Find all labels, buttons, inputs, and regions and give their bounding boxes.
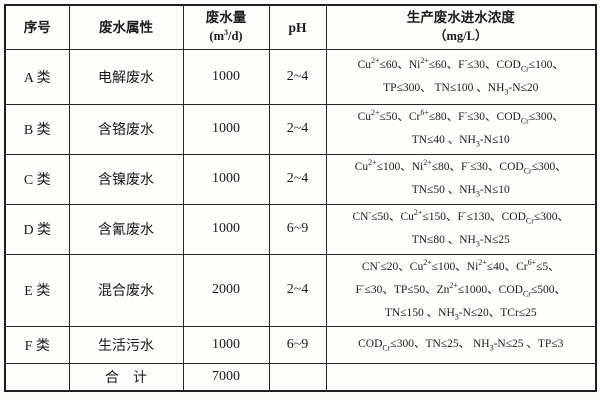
cell-concentration: CN-≤50、Cu2+≤150、F-≤130、CODCr≤300、 TN≤80 …: [325, 203, 597, 255]
header-property: 废水属性: [68, 4, 184, 50]
cell-serial: F 类: [4, 325, 70, 364]
wastewater-summary-table: 序号 废水属性 废水量 (m3/d) pH 生产废水进水浓度 （mg/L） A …: [4, 4, 597, 392]
cell-serial: C 类: [4, 153, 70, 205]
cell-volume: 1000: [182, 325, 270, 364]
table-row-d: D 类 含氰废水 1000 6~9 CN-≤50、Cu2+≤150、F-≤130…: [4, 203, 597, 255]
cell-ph: 2~4: [268, 48, 327, 105]
concentration-line: CODCr≤300、TN≤25、 NH3-N≤25 、TP≤3: [358, 338, 564, 353]
header-volume-unit: (m3/d): [209, 28, 243, 44]
concentration-line: Cu2+≤100、Ni2+≤80、F-≤30、CODCr≤300、: [354, 158, 567, 176]
table-row-f: F 类 生活污水 1000 6~9 CODCr≤300、TN≤25、 NH3-N…: [4, 325, 597, 364]
cell-serial: [4, 362, 70, 392]
cell-ph: 2~4: [268, 153, 327, 205]
cell-total-label: 合 计: [68, 362, 184, 392]
concentration-line: F-≤30、TP≤50、Zn2+≤1000、CODCr≤500、: [355, 280, 567, 298]
concentration-line: Cu2+≤60、Ni2+≤60、F-≤30、CODCr≤100、: [357, 55, 564, 73]
cell-property: 混合废水: [68, 253, 184, 327]
concentration-line: CN-≤50、Cu2+≤150、F-≤130、CODCr≤300、: [352, 208, 569, 226]
cell-volume: 1000: [182, 103, 270, 155]
cell-total-volume: 7000: [182, 362, 270, 392]
cell-ph: 2~4: [268, 253, 327, 327]
table-row-e: E 类 混合废水 2000 2~4 CN-≤20、Cu2+≤100、Ni2+≤4…: [4, 253, 597, 327]
cell-ph: 6~9: [268, 325, 327, 364]
header-concentration: 生产废水进水浓度 （mg/L）: [325, 4, 597, 50]
cell-volume: 1000: [182, 153, 270, 205]
cell-ph: 2~4: [268, 103, 327, 155]
cell-concentration: CN-≤20、Cu2+≤100、Ni2+≤40、Cr6+≤5、 F-≤30、TP…: [325, 253, 597, 327]
header-volume-title: 废水量: [205, 10, 247, 26]
table-row-c: C 类 含镍废水 1000 2~4 Cu2+≤100、Ni2+≤80、F-≤30…: [4, 153, 597, 205]
cell-volume: 2000: [182, 253, 270, 327]
cell-concentration: Cu2+≤60、Ni2+≤60、F-≤30、CODCr≤100、 TP≤300、…: [325, 48, 597, 105]
cell-concentration: CODCr≤300、TN≤25、 NH3-N≤25 、TP≤3: [325, 325, 597, 364]
cell-property: 电解废水: [68, 48, 184, 105]
concentration-line: TN≤80 、NH3-N≤25: [411, 234, 510, 249]
cell-property: 含氰废水: [68, 203, 184, 255]
cell-property: 含镍废水: [68, 153, 184, 205]
cell-property: 生活污水: [68, 325, 184, 364]
cell-serial: A 类: [4, 48, 70, 105]
concentration-line: TN≤50 、NH3-N≤10: [411, 184, 510, 199]
cell-volume: 1000: [182, 203, 270, 255]
concentration-line: TP≤300、 TN≤100 、NH3-N≤20: [383, 81, 539, 96]
concentration-line: TN≤150 、NH3-N≤20、TCr≤25: [384, 306, 537, 321]
concentration-line: CN-≤20、Cu2+≤100、Ni2+≤40、Cr6+≤5、: [361, 257, 560, 273]
header-volume: 废水量 (m3/d): [182, 4, 270, 50]
header-concentration-title: 生产废水进水浓度: [406, 10, 515, 26]
cell-concentration: Cu2+≤50、Cr6+≤80、F-≤30、CODCr≤300、 TN≤40 、…: [325, 103, 597, 155]
header-serial: 序号: [4, 4, 70, 50]
cell-serial: E 类: [4, 253, 70, 327]
table-row-b: B 类 含铬废水 1000 2~4 Cu2+≤50、Cr6+≤80、F-≤30、…: [4, 103, 597, 155]
table-row-total: 合 计 7000: [4, 362, 597, 392]
header-concentration-unit: （mg/L）: [434, 29, 488, 44]
concentration-line: TN≤40 、NH3-N≤10: [411, 134, 510, 149]
cell-serial: B 类: [4, 103, 70, 155]
cell-property: 含铬废水: [68, 103, 184, 155]
cell-ph: [268, 362, 327, 392]
header-row: 序号 废水属性 废水量 (m3/d) pH 生产废水进水浓度 （mg/L）: [4, 4, 597, 50]
cell-serial: D 类: [4, 203, 70, 255]
table-row-a: A 类 电解废水 1000 2~4 Cu2+≤60、Ni2+≤60、F-≤30、…: [4, 48, 597, 105]
header-ph: pH: [268, 4, 327, 50]
cell-ph: 6~9: [268, 203, 327, 255]
cell-concentration: Cu2+≤100、Ni2+≤80、F-≤30、CODCr≤300、 TN≤50 …: [325, 153, 597, 205]
cell-concentration: [325, 362, 597, 392]
cell-volume: 1000: [182, 48, 270, 105]
concentration-line: Cu2+≤50、Cr6+≤80、F-≤30、CODCr≤300、: [357, 108, 564, 126]
